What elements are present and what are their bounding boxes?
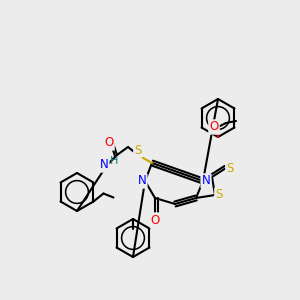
Text: O: O: [209, 121, 219, 134]
Text: H: H: [110, 156, 118, 166]
Text: S: S: [215, 188, 223, 202]
Text: O: O: [150, 214, 160, 226]
Text: N: N: [138, 175, 146, 188]
Text: O: O: [104, 136, 114, 149]
Text: S: S: [134, 143, 142, 157]
Text: N: N: [202, 175, 210, 188]
Text: N: N: [100, 158, 108, 172]
Text: S: S: [226, 161, 234, 175]
